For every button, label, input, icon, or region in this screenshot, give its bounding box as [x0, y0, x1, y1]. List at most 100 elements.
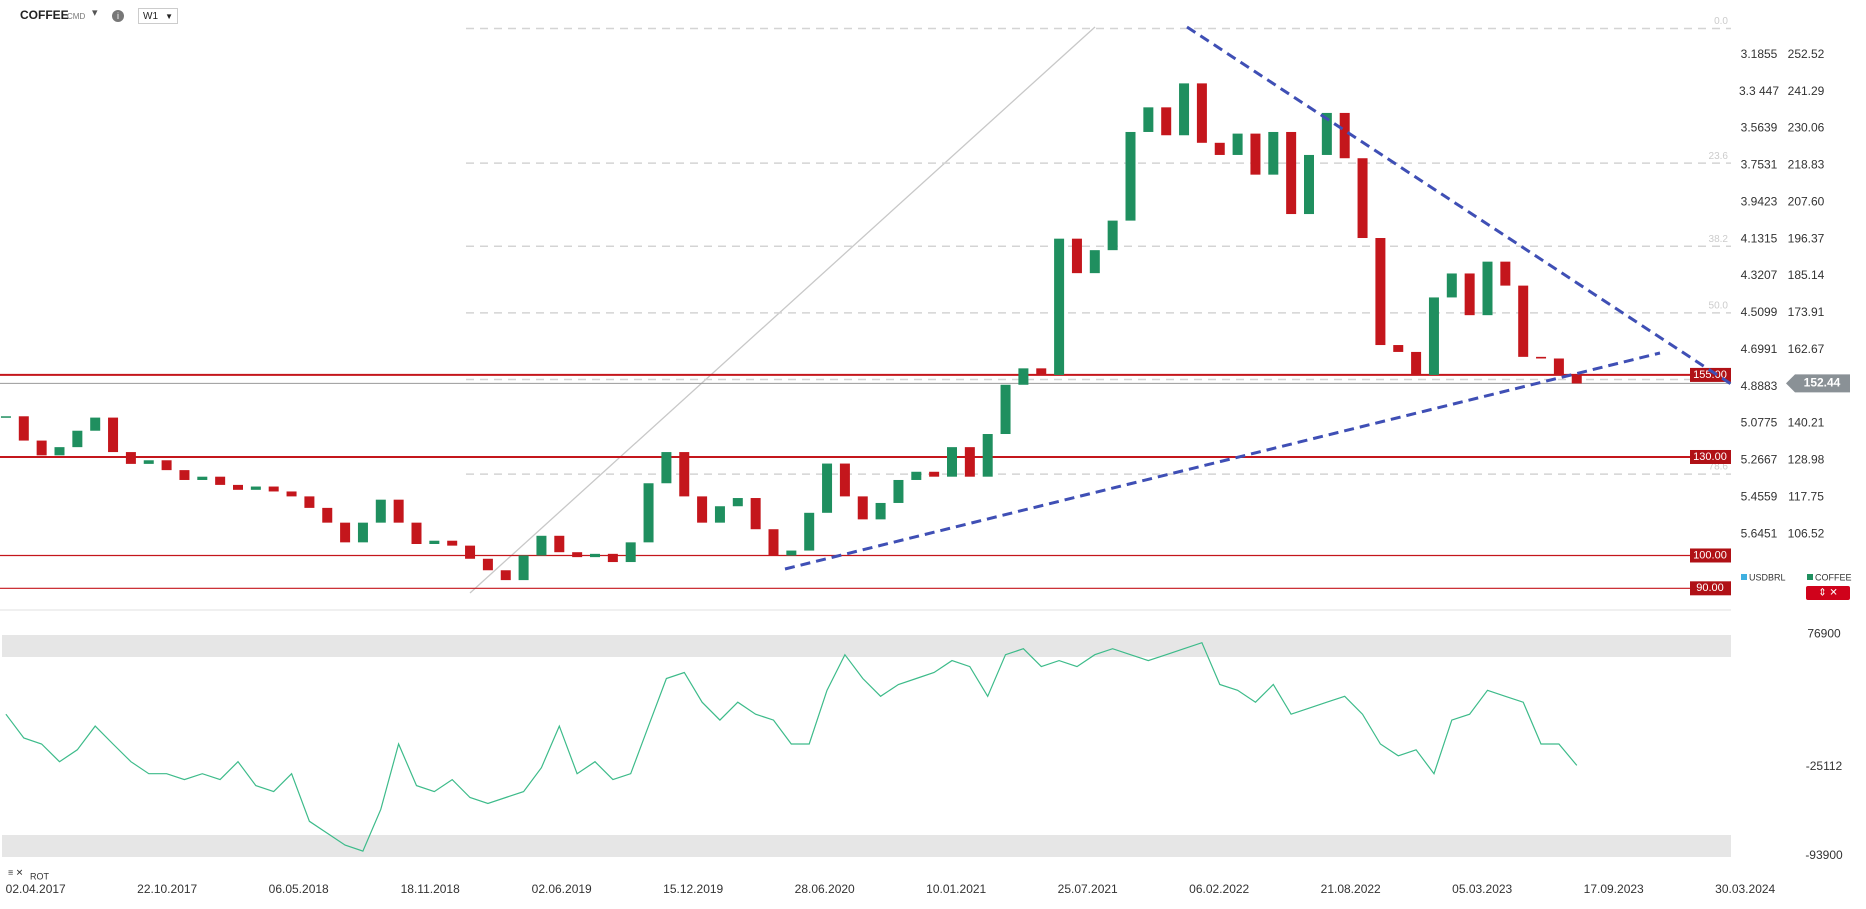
candle-body	[54, 447, 65, 456]
fib-label: 50.0	[1709, 301, 1729, 312]
date-tick-label: 15.12.2019	[663, 882, 723, 896]
candle-body	[768, 529, 779, 556]
candle-body	[1107, 220, 1118, 251]
level-label: 155.00	[1693, 369, 1727, 381]
panel-icons[interactable]: ≡ ✕	[8, 867, 23, 877]
candle-body	[1143, 107, 1154, 132]
date-tick-label: 18.11.2018	[401, 882, 460, 896]
usdbrl-tick-label: 4.8883	[1741, 379, 1778, 393]
candle-body	[1482, 261, 1493, 316]
candle-body	[1214, 142, 1225, 155]
trendline-down	[1186, 25, 1732, 386]
candle-body	[179, 470, 190, 480]
date-tick-label: 28.06.2020	[795, 882, 855, 896]
usdbrl-tick-label: 5.2667	[1741, 453, 1778, 467]
fib-anchor-line	[469, 26, 1096, 594]
usdbrl-tick-label: 5.0775	[1741, 416, 1778, 430]
candle-body	[1518, 285, 1529, 357]
candle-body	[661, 452, 672, 484]
candle-body	[1304, 154, 1314, 215]
candle-body	[857, 496, 868, 520]
candle-body	[1375, 238, 1386, 346]
candle-body	[465, 545, 476, 559]
candle-body	[1500, 261, 1511, 286]
candle-body	[1411, 351, 1422, 375]
level-tag	[1690, 449, 1731, 464]
candle-body	[108, 417, 119, 453]
legend-entry: USDBRL	[1749, 572, 1786, 582]
candle-body	[482, 558, 493, 571]
candle-body	[1232, 133, 1243, 155]
candle-body	[1036, 368, 1047, 375]
candle-body	[36, 440, 47, 456]
price-tick-label: 128.98	[1788, 453, 1825, 467]
candle-body	[1000, 384, 1011, 435]
symbol-dropdown[interactable]: ▾	[92, 7, 98, 19]
candle-body	[340, 522, 351, 543]
candle-body	[1553, 358, 1564, 375]
candle-body	[697, 496, 708, 523]
candle-body	[839, 463, 850, 497]
candle-body	[804, 512, 815, 551]
symbol[interactable]: COFFEE	[20, 8, 69, 22]
candle-body	[322, 507, 333, 523]
candle-body	[714, 506, 725, 523]
candle-body	[607, 553, 618, 563]
candle-body	[143, 460, 154, 464]
candle-body	[1179, 83, 1190, 136]
current-price-marker	[1786, 374, 1850, 393]
candle-body	[1054, 238, 1065, 375]
oscillator-name: ROT	[30, 871, 50, 881]
fib-label: 0.0	[1714, 16, 1728, 27]
usdbrl-tick-label: 4.3207	[1741, 268, 1778, 282]
candle-body	[357, 522, 368, 543]
level-label: 90.00	[1696, 582, 1724, 594]
date-tick-label: 21.08.2022	[1321, 882, 1381, 896]
candle-body	[786, 550, 797, 556]
candle-body	[1339, 112, 1350, 159]
oscillator-tick-label: -25112	[1806, 759, 1843, 773]
candle-body	[161, 460, 172, 471]
candle-body	[125, 452, 136, 464]
oscillator-tick-label: 76900	[1807, 627, 1841, 641]
candle-body	[429, 540, 440, 544]
candle-body	[1018, 368, 1029, 385]
candle-body	[286, 491, 297, 497]
candle-body	[590, 553, 600, 558]
price-tick-label: 207.60	[1788, 194, 1825, 208]
candle-body	[1286, 131, 1297, 215]
date-tick-label: 22.10.2017	[137, 882, 197, 896]
overbought-band	[2, 635, 1731, 657]
candle-body	[1536, 356, 1547, 359]
candle-body	[1089, 250, 1100, 274]
usdbrl-tick-label: 5.4559	[1741, 489, 1778, 503]
candle-body	[375, 499, 386, 523]
candle-body	[750, 498, 761, 530]
info-icon[interactable]: i	[112, 10, 124, 22]
candle-body	[1571, 374, 1582, 384]
usdbrl-tick-label: 3.7531	[1741, 158, 1778, 172]
price-tick-label: 252.52	[1788, 47, 1825, 61]
usdbrl-tick-label: 5.6451	[1741, 526, 1778, 540]
legend-buttons[interactable]: ⇕ ✕	[1818, 588, 1838, 599]
legend-close-button[interactable]	[1806, 586, 1850, 600]
price-tick-label: 218.83	[1788, 158, 1825, 172]
level-tag	[1690, 367, 1731, 382]
interval-select[interactable]: W1 ▼	[138, 8, 178, 24]
candle-body	[1250, 133, 1261, 175]
price-tick-label: 173.91	[1788, 305, 1825, 319]
candle-body	[500, 570, 511, 581]
candle-body	[911, 471, 922, 480]
candle-body	[1268, 131, 1279, 175]
date-tick-label: 25.07.2021	[1058, 882, 1118, 896]
candle-body	[268, 486, 279, 492]
candle-body	[625, 542, 636, 563]
candle-body	[72, 430, 83, 448]
candle-body	[447, 540, 458, 546]
candle-body	[1161, 107, 1172, 136]
level-tag	[1690, 581, 1731, 596]
fib-label: 38.2	[1709, 234, 1729, 245]
price-tick-label: 230.06	[1788, 121, 1825, 135]
candle-body	[982, 434, 993, 477]
